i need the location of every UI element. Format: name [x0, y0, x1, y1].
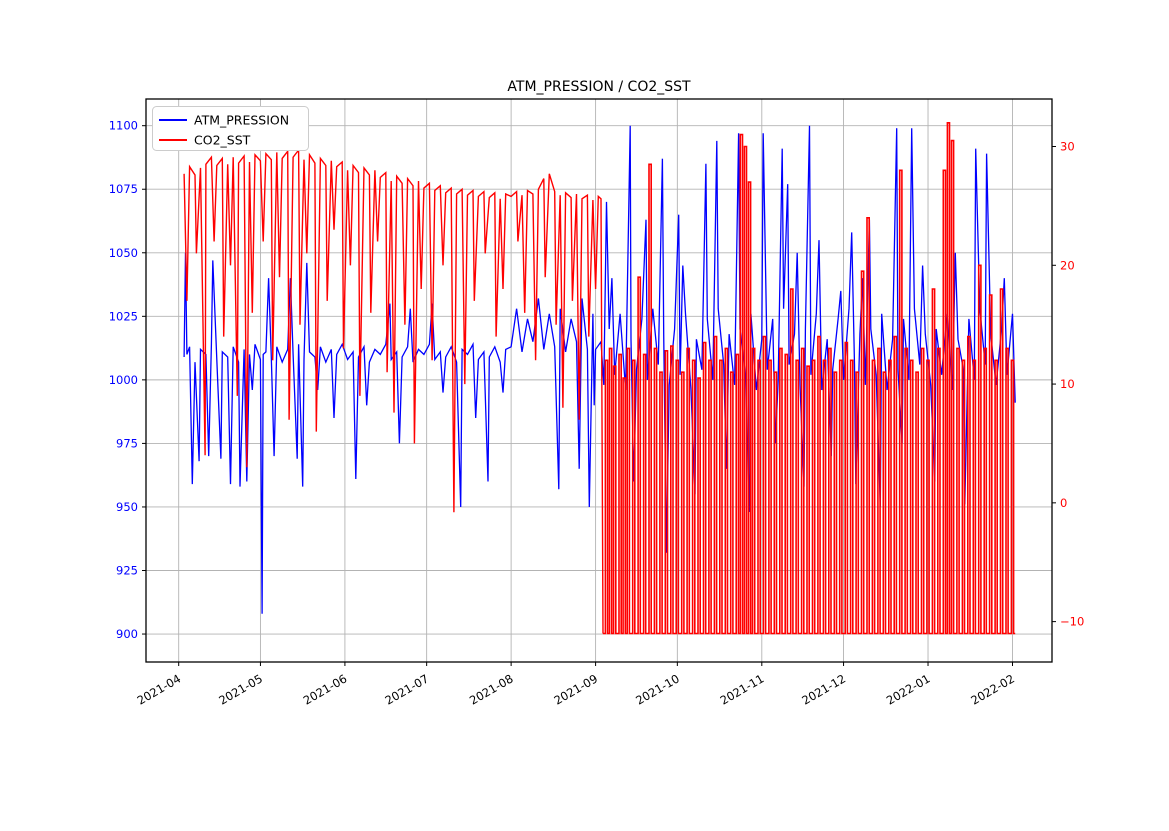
- legend-box: [152, 106, 309, 151]
- x-tick-label: 2022-02: [968, 671, 1017, 707]
- x-tick-label: 2021-10: [633, 671, 682, 707]
- x-tick-label: 2021-12: [799, 671, 848, 707]
- series-co2-sst-bars: [603, 122, 1016, 635]
- series-layer: [183, 122, 1016, 635]
- y-left-tick-label: 900: [116, 627, 138, 641]
- y-right-tick-label: 0: [1060, 496, 1067, 510]
- grid: [146, 99, 1052, 662]
- x-tick-label: 2022-01: [884, 671, 933, 707]
- x-tick-label: 2021-04: [135, 671, 184, 707]
- legend-label-co2-sst: CO2_SST: [194, 133, 251, 148]
- x-tick-label: 2021-05: [216, 671, 265, 707]
- y-left-tick-label: 1000: [109, 373, 138, 387]
- series-co2-sst-band: [183, 148, 604, 634]
- x-tick-label: 2021-09: [551, 671, 600, 707]
- plot-area: [146, 99, 1052, 662]
- y-left-tick-label: 1050: [109, 246, 138, 260]
- y-left-tick-label: 925: [116, 563, 138, 577]
- y-left-tick-label: 1025: [109, 309, 138, 323]
- x-tick-label: 2021-07: [383, 671, 432, 707]
- y-left-tick-label: 1075: [109, 182, 138, 196]
- y-left-tick-label: 950: [116, 500, 138, 514]
- plot-border: [145, 98, 1053, 663]
- legend: ATM_PRESSION CO2_SST: [152, 106, 309, 151]
- series-atm-pression-line: [183, 125, 1016, 614]
- chart-title: ATM_PRESSION / CO2_SST: [507, 79, 691, 95]
- y-right-tick-label: 10: [1060, 377, 1075, 391]
- y-left-tick-label: 1100: [109, 119, 138, 133]
- legend-label-atm-pression: ATM_PRESSION: [194, 113, 289, 128]
- x-tick-label: 2021-08: [467, 671, 516, 707]
- y-right-tick-label: −10: [1060, 615, 1084, 629]
- y-left-tick-label: 975: [116, 436, 138, 450]
- y-right-tick-label: 20: [1060, 258, 1075, 272]
- x-tick-label: 2021-11: [718, 671, 767, 707]
- y-right-tick-label: 30: [1060, 140, 1075, 154]
- x-tick-label: 2021-06: [301, 671, 350, 707]
